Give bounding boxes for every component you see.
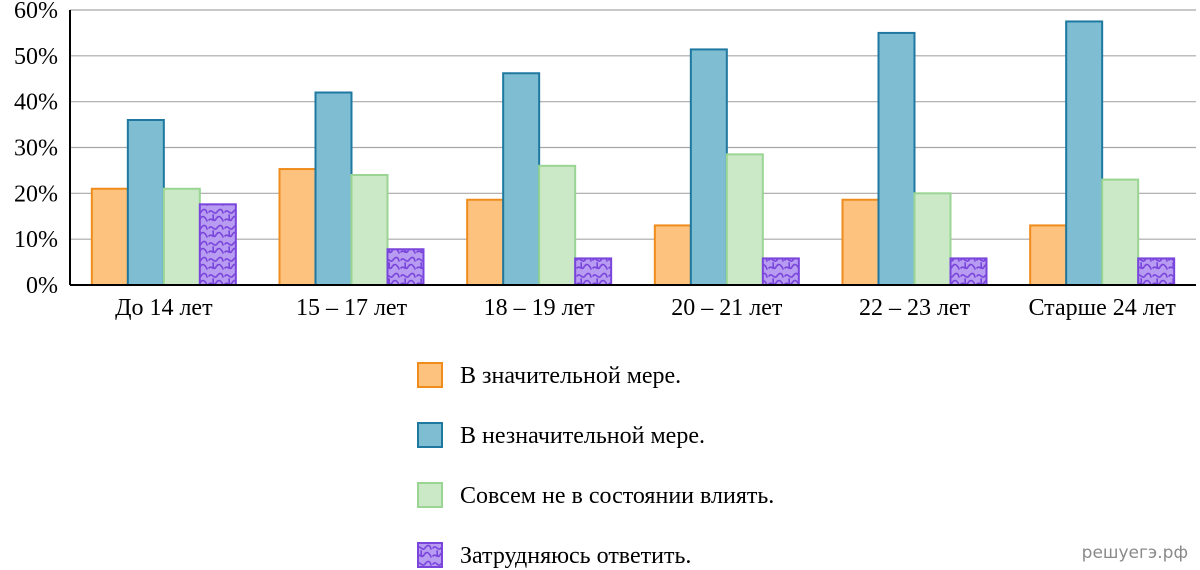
y-tick-label: 60% — [14, 0, 58, 24]
bar — [1065, 20, 1104, 286]
bar — [386, 248, 425, 286]
bar — [761, 257, 800, 286]
bar — [90, 187, 129, 286]
bar — [538, 164, 577, 286]
bar — [949, 257, 988, 286]
bar — [725, 153, 764, 286]
x-axis-labels: До 14 лет 15 – 17 лет 18 – 19 лет 20 – 21 л… — [115, 295, 1176, 321]
y-axis-ticks: 0% 10% 20% 30% 40% 50% 60% — [14, 0, 58, 299]
legend-label: Совсем не в состоянии влиять. — [460, 483, 774, 509]
bar — [1101, 178, 1140, 286]
bar — [350, 174, 389, 286]
x-tick-label: 20 – 21 лет — [671, 295, 783, 321]
x-tick-label: До 14 лет — [115, 295, 213, 321]
bar — [689, 48, 728, 286]
gridlines — [70, 9, 1196, 240]
bar — [502, 72, 541, 286]
y-tick-label: 30% — [14, 136, 58, 162]
y-tick-label: 0% — [26, 273, 58, 299]
bar — [1029, 224, 1068, 287]
bar — [314, 91, 353, 286]
x-tick-label: Старше 24 лет — [1028, 295, 1176, 321]
bar — [162, 187, 201, 286]
y-tick-label: 40% — [14, 90, 58, 116]
bar — [278, 168, 317, 287]
bar — [913, 192, 952, 286]
legend-label: Затрудняюсь ответить. — [460, 543, 691, 569]
bar — [841, 198, 880, 286]
bar — [574, 257, 613, 286]
bar — [198, 203, 237, 286]
bar — [1137, 257, 1176, 286]
x-tick-label: 18 – 19 лет — [484, 295, 596, 321]
legend-swatch — [417, 542, 443, 568]
legend-swatch — [417, 422, 443, 448]
x-tick-label: 15 – 17 лет — [296, 295, 408, 321]
bars — [90, 20, 1176, 287]
legend-label: В незначительной мере. — [460, 423, 705, 449]
bar — [466, 198, 505, 286]
x-tick-label: 22 – 23 лет — [859, 295, 971, 321]
axes — [69, 10, 1196, 286]
watermark: решуегэ.рф — [1082, 543, 1188, 563]
legend-label: В значительной мере. — [460, 363, 681, 389]
bar — [126, 119, 165, 286]
y-tick-label: 20% — [14, 181, 58, 207]
bar — [653, 224, 692, 287]
legend-swatch — [417, 362, 443, 388]
y-tick-label: 50% — [14, 44, 58, 70]
bar — [877, 31, 916, 286]
legend: В значительной мере. В незначительной мер… — [417, 362, 774, 569]
y-tick-label: 10% — [14, 227, 58, 253]
legend-swatch — [417, 482, 443, 508]
